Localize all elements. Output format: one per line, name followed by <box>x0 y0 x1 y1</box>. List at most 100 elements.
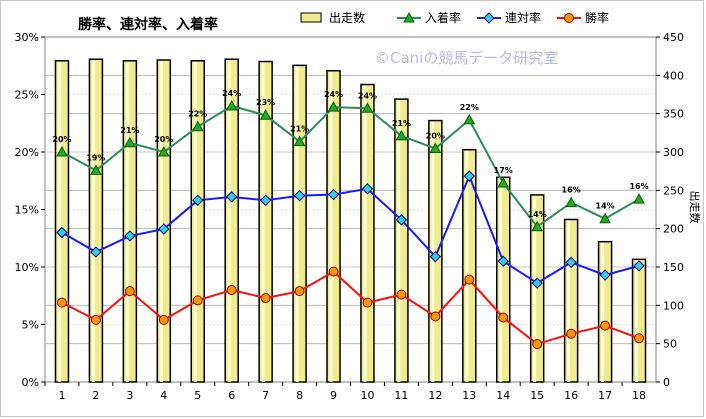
bar <box>496 176 511 383</box>
marker-triangle <box>403 11 415 23</box>
bar-highlight <box>159 61 163 382</box>
marker-circle <box>362 297 373 308</box>
marker-diamond <box>259 194 272 207</box>
marker-triangle <box>157 145 170 157</box>
x-tick-label: 3 <box>126 389 133 402</box>
bar-highlight <box>193 61 197 383</box>
data-label: 21% <box>120 126 139 135</box>
marker-circle <box>498 312 509 323</box>
bar-highlight <box>533 195 537 382</box>
marker-triangle <box>429 142 442 154</box>
marker-circle <box>564 13 574 23</box>
marker-triangle <box>531 220 544 232</box>
y-left-tick-label: 20% <box>15 146 39 159</box>
y-right-tick-label: 400 <box>663 69 684 82</box>
x-tick-label: 18 <box>632 389 646 402</box>
series-line <box>61 173 640 285</box>
x-tick-label: 14 <box>496 389 510 402</box>
series-line <box>61 270 640 346</box>
bar <box>563 218 579 383</box>
bar-highlight <box>499 178 503 382</box>
marker-diamond <box>124 230 136 242</box>
data-labels: 20% 19% 21% 20% 22% 24% 23% 21% 24% 24% 21% 20% 22% 1… <box>52 89 648 219</box>
bar <box>54 60 70 383</box>
y-right-tick-label: 150 <box>663 261 684 274</box>
y-right-tick-label: 100 <box>663 299 684 312</box>
bar <box>88 58 104 383</box>
bar-highlight <box>261 62 265 383</box>
marker-diamond <box>483 12 495 24</box>
marker-diamond <box>599 269 611 281</box>
marker-triangle <box>293 135 306 147</box>
data-label: 24% <box>358 91 377 100</box>
watermark: ©Caniの競馬データ研究室 <box>375 49 558 67</box>
series-line <box>61 104 640 229</box>
bar <box>292 64 307 383</box>
marker-circle <box>260 293 271 304</box>
marker-circle <box>532 339 543 350</box>
bar-highlight <box>57 61 61 383</box>
bar <box>360 83 375 383</box>
marker-triangle <box>361 102 374 113</box>
data-label: 24% <box>324 90 343 99</box>
marker-triangle <box>599 212 611 224</box>
x-tick-label: 10 <box>360 389 374 402</box>
y-right-tick-label: 250 <box>663 184 684 197</box>
marker-circle <box>430 311 441 322</box>
marker-circle <box>464 274 475 285</box>
marker-diamond <box>293 189 306 202</box>
x-tick-label: 16 <box>564 389 578 402</box>
y-right-tick-label: 200 <box>663 223 684 236</box>
bar <box>394 98 409 383</box>
series-markers <box>56 99 645 350</box>
data-label: 16% <box>562 186 581 195</box>
marker-triangle <box>633 193 645 204</box>
axes: 0% 5% 10% 15% 20% 25% 30% 0 50 100 150 200 250 300 350… <box>15 31 684 402</box>
legend-label: 出走数 <box>329 10 365 25</box>
marker-diamond <box>395 214 408 226</box>
marker-diamond <box>429 250 442 263</box>
data-label: 21% <box>290 125 309 134</box>
marker-circle <box>124 286 135 297</box>
marker-diamond <box>565 256 577 269</box>
marker-diamond <box>225 191 238 203</box>
legend-label: 入着率 <box>425 10 461 25</box>
data-label: 24% <box>222 89 241 98</box>
y-right-label: 出走数 <box>688 191 702 224</box>
x-tick-label: 4 <box>160 389 167 402</box>
marker-triangle <box>497 177 510 188</box>
marker-diamond <box>158 223 170 235</box>
x-tick-label: 13 <box>462 389 476 402</box>
bar <box>631 258 647 383</box>
marker-triangle <box>259 109 272 120</box>
bars <box>54 58 647 383</box>
marker-diamond <box>463 170 476 182</box>
marker-diamond <box>90 246 102 258</box>
y-left-tick-label: 15% <box>15 204 39 217</box>
legend: 出走数 入着率 連対率 勝率 <box>300 10 609 25</box>
data-label: 20% <box>52 135 71 144</box>
marker-circle <box>294 286 305 297</box>
marker-triangle <box>124 136 136 148</box>
x-tick-label: 5 <box>194 389 201 402</box>
x-tick-label: 6 <box>228 389 235 402</box>
marker-diamond <box>361 183 374 195</box>
bar <box>597 240 613 383</box>
data-label: 14% <box>528 210 547 219</box>
chart-title: 勝率、連対率、入着率 <box>78 16 218 33</box>
y-left-tick-label: 25% <box>15 89 39 102</box>
x-tick-label: 9 <box>330 389 337 402</box>
data-label: 22% <box>460 103 479 112</box>
marker-circle <box>396 289 407 300</box>
marker-circle <box>192 295 203 306</box>
marker-triangle <box>565 196 577 208</box>
bar-highlight <box>363 85 367 383</box>
marker-circle <box>634 333 645 344</box>
data-label: 23% <box>256 98 275 107</box>
legend-label: 連対率 <box>505 10 541 25</box>
y-right-tick-label: 0 <box>663 376 670 389</box>
bar-highlight <box>295 66 299 382</box>
x-tick-label: 1 <box>58 389 65 402</box>
marker-circle <box>158 314 169 325</box>
y-right-tick-label: 350 <box>663 108 684 121</box>
